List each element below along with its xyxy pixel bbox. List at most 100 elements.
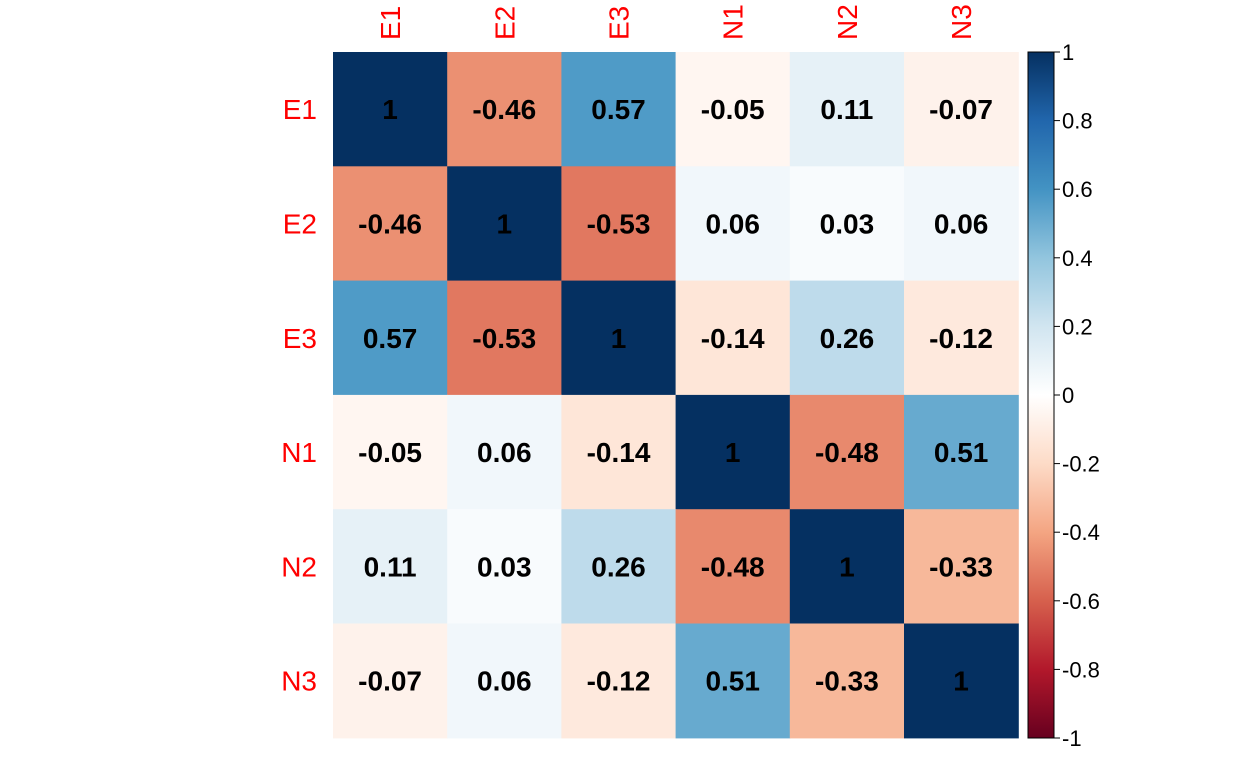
heatmap-cell-n2-n1 <box>675 509 791 625</box>
cell-value-label: 0.11 <box>820 94 873 125</box>
heatmap-cell-n3-e3 <box>561 623 677 739</box>
column-labels: E1 E2 E3 N1 N2 N3 <box>375 4 977 40</box>
row-label-n1: N1 <box>281 437 317 468</box>
cell-value-label: -0.07 <box>929 94 993 125</box>
row-label-e3: E3 <box>283 323 317 354</box>
colorbar-tick-label: 0.8 <box>1062 109 1093 134</box>
colorbar: 1 0.8 0.6 0.4 0.2 0 -0.2 -0.4 -0.6 -0.8 -1 <box>1027 40 1100 751</box>
cell-value-label: 1 <box>953 666 969 697</box>
colorbar-tick-label: 0.6 <box>1062 177 1093 202</box>
row-label-n3: N3 <box>281 666 317 697</box>
heatmap-cell-e2-e2 <box>447 166 562 282</box>
heatmap-cell-e1-n2 <box>789 52 905 167</box>
row-label-e2: E2 <box>283 208 317 239</box>
heatmap-cell-n2-e1 <box>333 509 448 625</box>
cell-value-label: 1 <box>839 551 855 582</box>
cell-value-label: -0.14 <box>701 323 765 354</box>
heatmap-value-labels: 1 -0.46 0.57 -0.05 0.11 -0.07 -0.46 1 -0.53 0.06 0… <box>358 94 993 697</box>
colorbar-tick-label: -1 <box>1062 726 1082 751</box>
cell-value-label: 0.06 <box>934 208 989 239</box>
cell-value-label: -0.14 <box>587 437 651 468</box>
cell-value-label: 0.06 <box>477 666 532 697</box>
heatmap-cell-n1-e3 <box>561 394 677 510</box>
cell-value-label: 1 <box>725 437 741 468</box>
heatmap-cell-e2-e1 <box>333 166 448 282</box>
heatmap-cell-n1-n1 <box>675 394 791 510</box>
column-label-n2: N2 <box>832 4 863 40</box>
heatmap-cell-n1-e1 <box>333 394 448 510</box>
heatmap-cell-n3-e2 <box>447 623 562 739</box>
heatmap-cell-e3-e1 <box>333 280 448 396</box>
row-label-n2: N2 <box>281 551 317 582</box>
heatmap-cell-n1-n2 <box>789 394 905 510</box>
heatmap-cell-e1-e1 <box>333 52 448 167</box>
heatmap-cells <box>333 52 1019 739</box>
cell-value-label: 1 <box>497 208 513 239</box>
cell-value-label: -0.12 <box>587 666 651 697</box>
colorbar-tick-label: -0.6 <box>1062 589 1100 614</box>
heatmap-cell-n1-n3 <box>904 394 1019 510</box>
cell-value-label: 1 <box>611 323 627 354</box>
heatmap-cell-e2-n1 <box>675 166 791 282</box>
heatmap-cell-e3-n2 <box>789 280 905 396</box>
cell-value-label: -0.48 <box>701 551 765 582</box>
cell-value-label: 1 <box>382 94 398 125</box>
column-label-n1: N1 <box>718 4 749 40</box>
column-label-e2: E2 <box>489 6 520 40</box>
heatmap-cell-e3-n3 <box>904 280 1019 396</box>
cell-value-label: -0.12 <box>929 323 993 354</box>
cell-value-label: -0.33 <box>815 666 879 697</box>
cell-value-label: 0.51 <box>705 666 760 697</box>
cell-value-label: 0.51 <box>934 437 989 468</box>
heatmap-cell-e2-n2 <box>789 166 905 282</box>
heatmap-cell-n3-n3 <box>904 623 1019 739</box>
column-label-n3: N3 <box>946 4 977 40</box>
heatmap-cell-n2-e2 <box>447 509 562 625</box>
heatmap-cell-n2-n2 <box>789 509 905 625</box>
heatmap-cell-n2-e3 <box>561 509 677 625</box>
colorbar-tick-label: -0.4 <box>1062 520 1100 545</box>
heatmap-cell-n3-n1 <box>675 623 791 739</box>
row-labels: E1 E2 E3 N1 N2 N3 <box>281 94 317 697</box>
heatmap-cell-n3-n2 <box>789 623 905 739</box>
colorbar-tick-label: 1 <box>1062 40 1074 65</box>
cell-value-label: 0.03 <box>820 208 875 239</box>
heatmap-cell-e2-e3 <box>561 166 677 282</box>
heatmap-cell-e3-e2 <box>447 280 562 396</box>
heatmap-cell-e1-e2 <box>447 52 562 167</box>
cell-value-label: 0.06 <box>477 437 532 468</box>
colorbar-tick-label: 0 <box>1062 383 1074 408</box>
cell-value-label: -0.05 <box>701 94 765 125</box>
cell-value-label: -0.46 <box>358 208 422 239</box>
colorbar-gradient <box>1027 51 1055 739</box>
column-label-e1: E1 <box>375 6 406 40</box>
cell-value-label: 0.57 <box>591 94 646 125</box>
heatmap-cell-e3-n1 <box>675 280 791 396</box>
cell-value-label: -0.53 <box>472 323 536 354</box>
cell-value-label: -0.05 <box>358 437 422 468</box>
colorbar-tick-label: -0.2 <box>1062 452 1100 477</box>
cell-value-label: -0.53 <box>587 208 651 239</box>
cell-value-label: -0.46 <box>472 94 536 125</box>
heatmap-cell-n2-n3 <box>904 509 1019 625</box>
heatmap-cell-e3-e3 <box>561 280 677 396</box>
cell-value-label: 0.11 <box>364 551 417 582</box>
cell-value-label: -0.07 <box>358 666 422 697</box>
heatmap-cell-e1-n1 <box>675 52 791 167</box>
cell-value-label: 0.26 <box>820 323 875 354</box>
colorbar-tick-label: 0.2 <box>1062 314 1093 339</box>
heatmap-cell-e1-e3 <box>561 52 677 167</box>
cell-value-label: 0.06 <box>705 208 760 239</box>
heatmap-cell-n1-e2 <box>447 394 562 510</box>
cell-value-label: -0.33 <box>929 551 993 582</box>
heatmap-cell-e1-n3 <box>904 52 1019 167</box>
heatmap-cell-e2-n3 <box>904 166 1019 282</box>
colorbar-tick-label: -0.8 <box>1062 657 1100 682</box>
column-label-e3: E3 <box>604 6 635 40</box>
colorbar-tick-label: 0.4 <box>1062 246 1093 271</box>
cell-value-label: 0.03 <box>477 551 532 582</box>
cell-value-label: 0.26 <box>591 551 646 582</box>
row-label-e1: E1 <box>283 94 317 125</box>
cell-value-label: -0.48 <box>815 437 879 468</box>
